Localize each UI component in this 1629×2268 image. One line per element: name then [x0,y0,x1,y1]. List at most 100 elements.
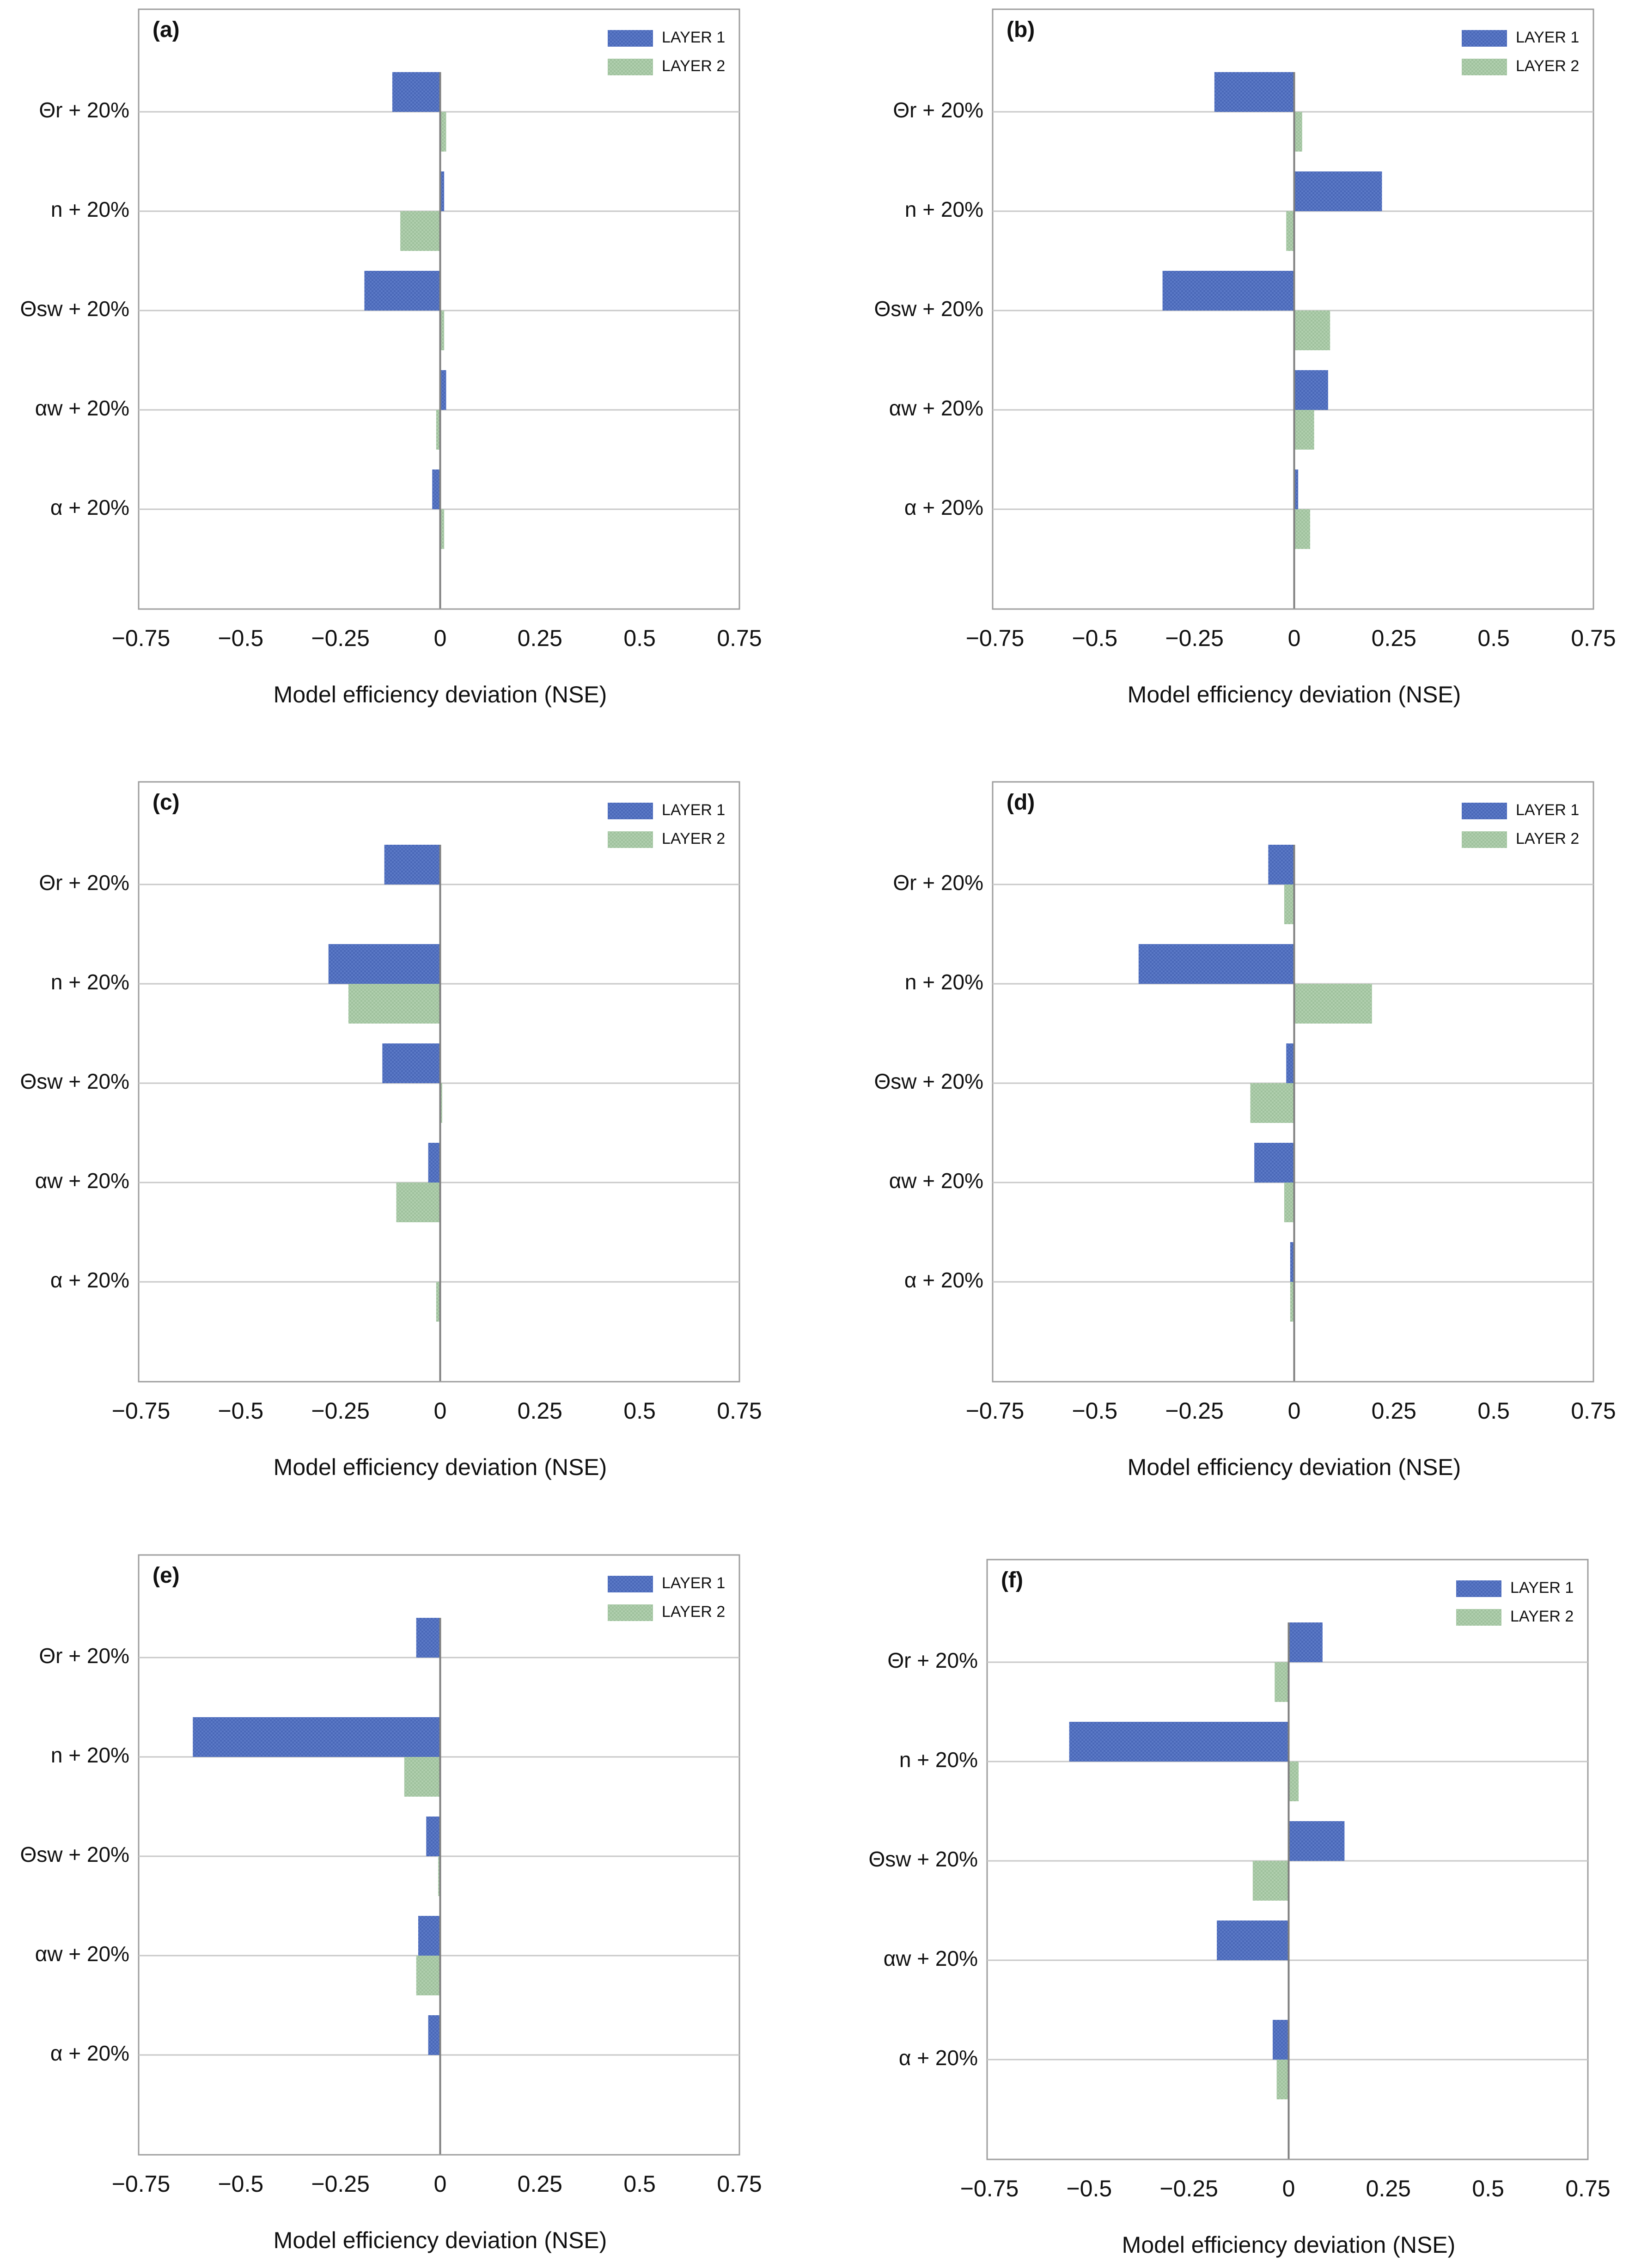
category-label: Θsw + 20% [20,1069,130,1093]
x-tick-label: 0.75 [1571,1398,1616,1424]
legend-label: LAYER 1 [1510,1579,1574,1597]
category-label: n + 20% [51,970,129,994]
category-label: αw + 20% [35,396,129,420]
x-tick-label: −0.25 [311,1398,370,1424]
bar-layer-1 [384,845,440,884]
bar-layer-1 [1162,271,1294,311]
bar-layer-1 [1254,1143,1294,1183]
category-label: α + 20% [50,495,129,519]
x-tick-label: 0.75 [717,2171,762,2197]
bar-layer-1 [364,271,440,311]
bar-layer-2 [1276,2060,1289,2099]
category-label: α + 20% [50,2041,129,2065]
category-label: α + 20% [904,495,983,519]
legend-label: LAYER 1 [662,29,725,46]
category-label: n + 20% [905,970,983,994]
x-tick-label: −0.5 [218,1398,263,1424]
x-axis-label: Model efficiency deviation (NSE) [1128,682,1461,707]
x-tick-label: −0.25 [1165,625,1224,651]
bar-layer-1 [392,72,440,112]
legend-swatch [1462,803,1507,819]
bar-layer-1 [382,1043,440,1083]
bar-layer-2 [404,1757,440,1797]
bar-layer-1 [1288,1622,1323,1662]
x-tick-label: −0.5 [218,2171,263,2197]
legend-label: LAYER 1 [1516,801,1579,819]
x-axis-label: Model efficiency deviation (NSE) [274,2227,607,2253]
legend-swatch [608,803,653,819]
category-label: n + 20% [899,1748,978,1772]
bar-layer-2 [348,984,440,1024]
category-label: αw + 20% [889,1169,983,1193]
bar-layer-2 [1294,410,1314,450]
bar-layer-1 [1069,1722,1289,1762]
chart-panel-1: Θr + 20% n + 20% Θsw + 20% αw + 20% α + 20% −… [874,8,1616,707]
category-label: Θr + 20% [39,871,129,895]
bar-layer-1 [432,469,440,509]
legend: LAYER 1 LAYER 2 [608,801,725,848]
x-tick-label: −0.75 [112,625,171,651]
x-tick-label: −0.5 [1066,2176,1112,2201]
bar-layer-1 [428,1143,440,1183]
legend-swatch [1462,831,1507,848]
category-label: n + 20% [905,197,983,221]
category-label: αw + 20% [884,1946,978,1970]
category-label: n + 20% [51,197,129,221]
x-tick-label: 0.25 [1366,2176,1411,2201]
legend-swatch [608,1604,653,1621]
panel-label: (f) [1001,1568,1023,1592]
legend-swatch [608,831,653,848]
legend-label: LAYER 1 [662,1574,725,1592]
legend-label: LAYER 2 [662,57,725,75]
bar-layer-1 [1294,469,1299,509]
legend-label: LAYER 1 [1516,29,1579,46]
x-tick-label: 0 [1282,2176,1295,2201]
category-label: αw + 20% [889,396,983,420]
x-tick-label: 0.5 [1477,625,1510,651]
category-label: α + 20% [904,1268,983,1292]
x-tick-label: −0.75 [112,1398,171,1424]
bar-layer-2 [436,1282,440,1322]
x-tick-label: 0 [434,625,447,651]
bar-layer-2 [440,311,445,350]
x-tick-label: 0.25 [1372,1398,1416,1424]
bar-layer-1 [418,1916,440,1956]
bar-layer-2 [440,112,446,152]
bar-layer-2 [1252,1861,1289,1901]
bar-layer-1 [416,1618,440,1658]
x-tick-label: 0 [434,2171,447,2197]
category-label: Θr + 20% [893,871,983,895]
x-tick-label: 0 [434,1398,447,1424]
chart-panel-2: Θr + 20% n + 20% Θsw + 20% αw + 20% α + 20% −… [20,781,762,1480]
bar-layer-1 [193,1717,440,1757]
legend-label: LAYER 2 [662,1603,725,1621]
bar-layer-2 [436,410,440,450]
bar-layer-2 [400,211,440,251]
x-tick-label: −0.25 [311,2171,370,2197]
x-tick-label: 0.5 [623,2171,656,2197]
x-tick-label: 0.5 [623,625,656,651]
category-label: Θsw + 20% [869,1847,978,1871]
category-label: Θr + 20% [39,1644,129,1668]
category-label: αw + 20% [35,1169,129,1193]
bar-layer-1 [426,1817,440,1856]
x-tick-label: −0.25 [1159,2176,1218,2201]
x-tick-label: 0.25 [518,1398,562,1424]
bar-layer-1 [440,171,445,211]
legend-swatch [608,30,653,47]
category-label: Θsw + 20% [874,297,984,321]
bar-layer-2 [1284,884,1294,924]
x-tick-label: 0.75 [1571,625,1616,651]
category-label: Θsw + 20% [20,1842,130,1866]
category-label: αw + 20% [35,1942,129,1966]
bar-layer-2 [1294,112,1302,152]
category-label: Θsw + 20% [20,297,130,321]
bar-layer-2 [440,509,445,549]
x-tick-label: −0.75 [960,2176,1019,2201]
category-label: α + 20% [50,1268,129,1292]
legend: LAYER 1 LAYER 2 [1462,801,1579,848]
legend-label: LAYER 2 [1510,1608,1574,1625]
bar-layer-1 [328,944,440,984]
